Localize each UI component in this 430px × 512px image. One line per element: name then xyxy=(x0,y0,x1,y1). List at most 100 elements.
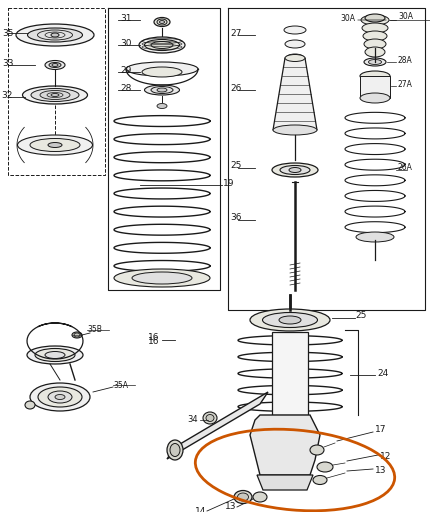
Ellipse shape xyxy=(364,47,384,57)
Ellipse shape xyxy=(30,139,80,152)
Polygon shape xyxy=(256,475,312,490)
Ellipse shape xyxy=(284,40,304,48)
Ellipse shape xyxy=(31,89,79,101)
Text: 28A: 28A xyxy=(397,55,412,65)
Text: 25: 25 xyxy=(230,161,241,170)
Text: 35: 35 xyxy=(2,29,13,37)
Ellipse shape xyxy=(249,309,329,331)
Ellipse shape xyxy=(150,87,172,94)
Ellipse shape xyxy=(48,142,62,147)
Ellipse shape xyxy=(144,39,179,51)
Ellipse shape xyxy=(363,39,385,49)
Ellipse shape xyxy=(361,23,387,33)
Text: 13: 13 xyxy=(374,466,386,476)
Ellipse shape xyxy=(51,94,59,96)
Bar xyxy=(359,76,389,98)
Polygon shape xyxy=(249,415,319,475)
Ellipse shape xyxy=(38,387,82,407)
Text: 17: 17 xyxy=(374,425,386,435)
Ellipse shape xyxy=(132,272,191,284)
Ellipse shape xyxy=(309,445,323,455)
Text: 25: 25 xyxy=(354,311,366,321)
Ellipse shape xyxy=(262,312,317,328)
Text: 28: 28 xyxy=(120,83,131,93)
Text: 30A: 30A xyxy=(339,13,354,23)
Ellipse shape xyxy=(49,62,61,68)
Text: 13: 13 xyxy=(224,502,236,511)
Ellipse shape xyxy=(157,103,166,109)
Text: 34: 34 xyxy=(187,416,197,424)
Text: 35A: 35A xyxy=(113,380,128,390)
Ellipse shape xyxy=(289,167,300,173)
Ellipse shape xyxy=(252,492,266,502)
Ellipse shape xyxy=(272,125,316,135)
Ellipse shape xyxy=(169,443,180,457)
Ellipse shape xyxy=(368,59,381,65)
Ellipse shape xyxy=(284,54,304,61)
Ellipse shape xyxy=(141,67,181,77)
Ellipse shape xyxy=(139,37,184,53)
Text: 27A: 27A xyxy=(397,79,412,89)
Ellipse shape xyxy=(237,493,248,501)
Text: 24: 24 xyxy=(376,369,387,377)
Text: 30: 30 xyxy=(120,38,131,48)
Ellipse shape xyxy=(18,135,92,155)
Ellipse shape xyxy=(114,269,209,287)
Ellipse shape xyxy=(312,476,326,484)
Ellipse shape xyxy=(45,352,65,358)
Ellipse shape xyxy=(48,391,72,403)
Ellipse shape xyxy=(45,60,65,70)
Ellipse shape xyxy=(51,33,59,37)
Text: 36: 36 xyxy=(230,214,241,223)
Text: 35B: 35B xyxy=(87,326,101,334)
Text: 33: 33 xyxy=(2,58,13,68)
Ellipse shape xyxy=(126,62,197,76)
Ellipse shape xyxy=(359,71,389,81)
Text: 19: 19 xyxy=(222,179,234,187)
Ellipse shape xyxy=(278,316,300,324)
Ellipse shape xyxy=(16,24,94,46)
Ellipse shape xyxy=(206,415,214,421)
Ellipse shape xyxy=(150,41,172,49)
Text: 12: 12 xyxy=(379,453,390,461)
Ellipse shape xyxy=(40,91,70,99)
Ellipse shape xyxy=(28,28,82,42)
Text: 31: 31 xyxy=(120,13,131,23)
Ellipse shape xyxy=(22,86,87,104)
Text: 29: 29 xyxy=(120,66,131,75)
Polygon shape xyxy=(272,58,316,130)
Bar xyxy=(271,332,307,415)
Ellipse shape xyxy=(55,395,65,399)
Polygon shape xyxy=(166,392,267,459)
Ellipse shape xyxy=(364,14,384,22)
Ellipse shape xyxy=(316,462,332,472)
Ellipse shape xyxy=(166,440,183,460)
Text: 27: 27 xyxy=(230,29,241,37)
Ellipse shape xyxy=(359,93,389,103)
Text: 26: 26 xyxy=(230,83,241,93)
Ellipse shape xyxy=(25,401,35,409)
Ellipse shape xyxy=(35,349,75,361)
Ellipse shape xyxy=(52,63,58,67)
Ellipse shape xyxy=(283,26,305,34)
Text: 30A: 30A xyxy=(397,11,412,20)
Ellipse shape xyxy=(286,54,303,62)
Ellipse shape xyxy=(355,232,393,242)
Text: 16: 16 xyxy=(147,337,159,347)
Text: 26A: 26A xyxy=(397,163,412,173)
Ellipse shape xyxy=(363,58,385,66)
Ellipse shape xyxy=(233,490,252,503)
Ellipse shape xyxy=(280,165,309,175)
Ellipse shape xyxy=(72,332,82,338)
Ellipse shape xyxy=(203,412,216,424)
Ellipse shape xyxy=(30,383,90,411)
Text: 14: 14 xyxy=(194,506,206,512)
Ellipse shape xyxy=(157,19,166,25)
Text: 16: 16 xyxy=(147,333,159,343)
Ellipse shape xyxy=(154,17,169,27)
Ellipse shape xyxy=(157,88,166,92)
Ellipse shape xyxy=(74,333,80,337)
Text: 32: 32 xyxy=(1,91,12,99)
Ellipse shape xyxy=(159,20,164,24)
Ellipse shape xyxy=(360,15,388,25)
